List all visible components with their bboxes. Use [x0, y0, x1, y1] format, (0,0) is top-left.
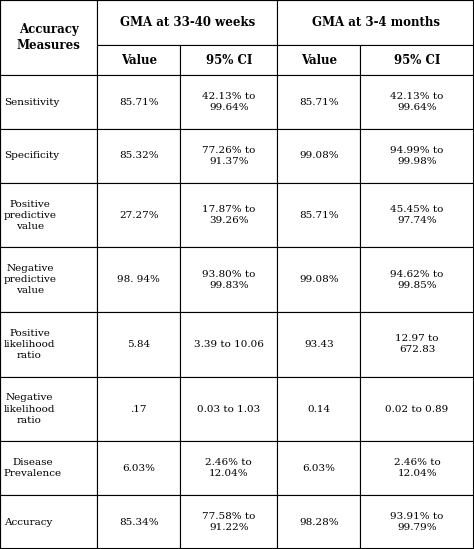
Text: 95% CI: 95% CI — [206, 54, 252, 66]
Text: Value: Value — [301, 54, 337, 66]
Bar — [97, 248, 180, 312]
Bar — [277, 312, 360, 377]
Bar — [97, 0, 277, 45]
Text: GMA at 3-4 months: GMA at 3-4 months — [311, 16, 440, 29]
Bar — [180, 183, 277, 248]
Bar — [277, 75, 360, 129]
Bar — [0, 129, 97, 183]
Bar — [97, 183, 180, 248]
Bar — [97, 312, 180, 377]
Text: 77.58% to
91.22%: 77.58% to 91.22% — [202, 512, 255, 532]
Text: 42.13% to
99.64%: 42.13% to 99.64% — [391, 92, 444, 112]
Text: 17.87% to
39.26%: 17.87% to 39.26% — [202, 205, 255, 225]
Bar — [0, 75, 97, 129]
Bar — [97, 495, 180, 549]
Bar — [180, 75, 277, 129]
Bar — [360, 441, 474, 495]
Bar — [180, 248, 277, 312]
Text: 77.26% to
91.37%: 77.26% to 91.37% — [202, 146, 255, 166]
Bar — [277, 441, 360, 495]
Bar — [180, 377, 277, 441]
Bar — [0, 0, 97, 75]
Text: Sensitivity: Sensitivity — [4, 98, 59, 107]
Text: 27.27%: 27.27% — [119, 211, 158, 220]
Text: 95% CI: 95% CI — [394, 54, 440, 66]
Text: 0.14: 0.14 — [307, 405, 330, 413]
Bar — [0, 183, 97, 248]
Bar — [360, 248, 474, 312]
Bar — [277, 0, 474, 45]
Bar — [360, 75, 474, 129]
Text: 93.91% to
99.79%: 93.91% to 99.79% — [391, 512, 444, 532]
Text: GMA at 33-40 weeks: GMA at 33-40 weeks — [119, 16, 255, 29]
Text: Negative
predictive
value: Negative predictive value — [4, 264, 57, 295]
Text: 98.28%: 98.28% — [299, 518, 338, 526]
Bar — [360, 183, 474, 248]
Bar — [360, 45, 474, 75]
Bar — [180, 441, 277, 495]
Text: 2.46% to
12.04%: 2.46% to 12.04% — [394, 458, 440, 478]
Text: 0.02 to 0.89: 0.02 to 0.89 — [385, 405, 449, 413]
Bar — [277, 183, 360, 248]
Text: Specificity: Specificity — [4, 152, 59, 160]
Bar — [180, 495, 277, 549]
Text: 6.03%: 6.03% — [302, 464, 335, 473]
Bar — [0, 377, 97, 441]
Text: 94.62% to
99.85%: 94.62% to 99.85% — [391, 270, 444, 290]
Bar — [277, 495, 360, 549]
Text: Accuracy: Accuracy — [4, 518, 52, 526]
Bar — [277, 377, 360, 441]
Bar — [277, 129, 360, 183]
Text: Positive
likelihood
ratio: Positive likelihood ratio — [4, 329, 55, 360]
Bar — [0, 248, 97, 312]
Text: 45.45% to
97.74%: 45.45% to 97.74% — [391, 205, 444, 225]
Bar — [0, 312, 97, 377]
Text: 2.46% to
12.04%: 2.46% to 12.04% — [205, 458, 252, 478]
Bar — [360, 129, 474, 183]
Bar — [97, 75, 180, 129]
Text: 99.08%: 99.08% — [299, 275, 338, 284]
Text: .17: .17 — [130, 405, 147, 413]
Bar — [360, 495, 474, 549]
Text: 5.84: 5.84 — [127, 340, 150, 349]
Bar — [97, 377, 180, 441]
Bar — [360, 377, 474, 441]
Text: Disease
Prevalence: Disease Prevalence — [4, 458, 62, 478]
Text: 93.80% to
99.83%: 93.80% to 99.83% — [202, 270, 255, 290]
Bar — [180, 312, 277, 377]
Text: 93.43: 93.43 — [304, 340, 334, 349]
Text: 6.03%: 6.03% — [122, 464, 155, 473]
Text: 85.32%: 85.32% — [119, 152, 158, 160]
Text: 94.99% to
99.98%: 94.99% to 99.98% — [391, 146, 444, 166]
Text: 98. 94%: 98. 94% — [117, 275, 160, 284]
Bar — [180, 129, 277, 183]
Bar — [97, 441, 180, 495]
Bar — [360, 312, 474, 377]
Text: 99.08%: 99.08% — [299, 152, 338, 160]
Bar — [277, 248, 360, 312]
Bar — [97, 129, 180, 183]
Text: 42.13% to
99.64%: 42.13% to 99.64% — [202, 92, 255, 112]
Bar — [0, 441, 97, 495]
Text: Accuracy
Measures: Accuracy Measures — [17, 23, 81, 52]
Bar — [277, 45, 360, 75]
Bar — [180, 45, 277, 75]
Text: 12.97 to
672.83: 12.97 to 672.83 — [395, 334, 439, 355]
Text: 3.39 to 10.06: 3.39 to 10.06 — [194, 340, 264, 349]
Text: Negative
likelihood
ratio: Negative likelihood ratio — [4, 394, 55, 424]
Text: Positive
predictive
value: Positive predictive value — [4, 200, 57, 231]
Bar — [97, 45, 180, 75]
Text: 85.71%: 85.71% — [119, 98, 158, 107]
Text: 85.34%: 85.34% — [119, 518, 158, 526]
Text: 85.71%: 85.71% — [299, 98, 338, 107]
Text: Value: Value — [120, 54, 157, 66]
Bar — [0, 495, 97, 549]
Text: 0.03 to 1.03: 0.03 to 1.03 — [197, 405, 260, 413]
Text: 85.71%: 85.71% — [299, 211, 338, 220]
